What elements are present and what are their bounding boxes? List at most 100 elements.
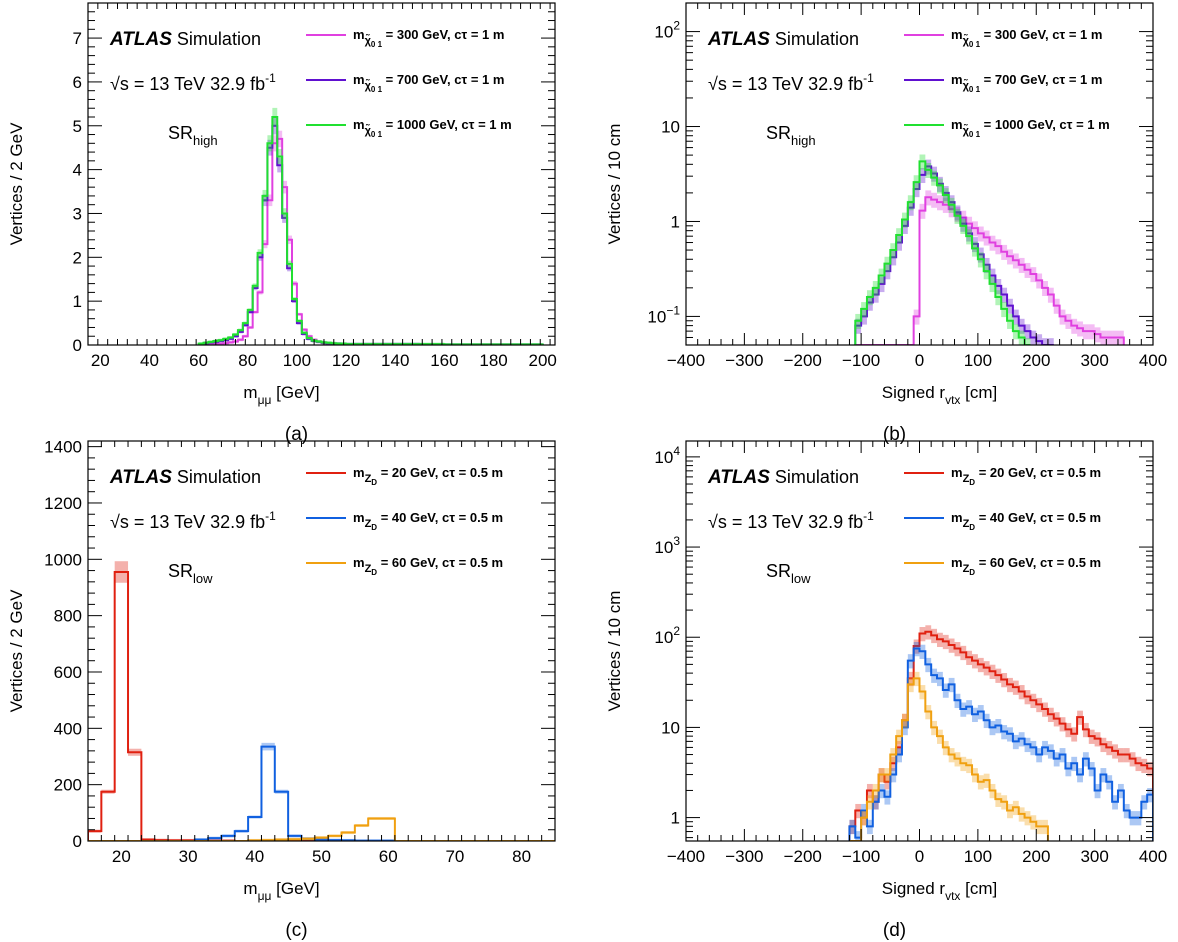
panel-d-legend-sub: Z	[963, 473, 970, 485]
panel-a-legend-subsub: 0 1	[371, 130, 383, 139]
panel-c-legend-sub: Z	[365, 518, 372, 530]
panel-a-legend-text: = 700 GeV, cτ = 1 m	[382, 72, 504, 87]
panel-d-series-1-band	[855, 831, 862, 841]
panel-c-x-tick-label: 50	[312, 847, 331, 866]
panel-a-series-2-line	[197, 116, 544, 345]
panel-d-y-tick-label: 103	[654, 534, 680, 557]
panel-d-x-tick-label: −400	[667, 847, 705, 866]
panel-d-y-tick-base: 1	[671, 809, 680, 828]
panel-b-series-2-line	[854, 160, 1031, 345]
panel-c-series-2-line	[88, 817, 555, 841]
panel-a-x-tick-label: 180	[479, 351, 507, 370]
panel-b-y-tick-base: 10	[654, 23, 673, 42]
panel-c-y-tick-label: 1200	[44, 494, 82, 513]
panel-b-legend-sub: χ̃	[963, 34, 970, 47]
panel-c-x-axis-label-unit: [GeV]	[271, 879, 319, 898]
panel-c-legend-subsub: D	[371, 523, 377, 532]
panel-d-y-tick-base: 10	[654, 538, 673, 557]
panel-c-energy-lumi: √s = 13 TeV 32.9 fb-1	[110, 509, 276, 532]
panel-a-x-tick-label: 80	[238, 351, 257, 370]
panel-c-y-axis-label: Vertices / 2 GeV	[7, 589, 26, 712]
panel-c-x-tick-label: 30	[179, 847, 198, 866]
panel-a-energy-text: √s = 13 TeV 32.9 fb	[110, 74, 265, 94]
panel-a-atlas-simulation: Simulation	[172, 29, 261, 49]
panel-b-y-axis-label: Vertices / 10 cm	[605, 124, 624, 245]
panel-b-energy-sup: -1	[863, 71, 874, 85]
panel-d-x-axis-label: Signed rvtx [cm]	[882, 879, 998, 903]
panel-a-legend-subsub: 0 1	[371, 40, 383, 49]
panel-d-x-tick-label: 0	[915, 847, 924, 866]
panel-d-x-tick-label: 300	[1080, 847, 1108, 866]
panel-a-x-tick-label: 100	[283, 351, 311, 370]
panel-b-x-tick-label: 300	[1080, 351, 1108, 370]
panel-b-atlas-simulation: Simulation	[770, 29, 859, 49]
panel-b-x-axis-label: Signed rvtx [cm]	[882, 383, 998, 407]
chart-panel-b: −400 −300 −200 −100 0 100 200 300 40010−1110102S…	[605, 2, 1167, 445]
panel-b-y-tick-base: 1	[671, 212, 680, 231]
panel-d-x-tick-label: 400	[1139, 847, 1167, 866]
panel-a-x-tick-label: 120	[332, 351, 360, 370]
panel-d-x-tick-label: −100	[842, 847, 880, 866]
panel-d-y-tick-label: 1	[671, 809, 680, 828]
panel-a-region-sub: high	[193, 133, 218, 148]
panel-b-x-tick-label: 400	[1139, 351, 1167, 370]
panel-c-y-tick-label: 1000	[44, 550, 82, 569]
panel-a-x-tick-label: 160	[430, 351, 458, 370]
panel-c-atlas-label: ATLAS Simulation	[109, 467, 261, 488]
panel-d-y-tick-label: 10	[661, 718, 680, 737]
panel-b-y-tick-label: 102	[654, 19, 680, 42]
panel-c-x-axis-label: mμμ [GeV]	[243, 879, 319, 903]
panel-a-legend-text: = 300 GeV, cτ = 1 m	[382, 27, 504, 42]
panel-b-atlas-label: ATLAS Simulation	[707, 29, 859, 50]
panel-a-atlas-label: ATLAS Simulation	[109, 29, 261, 50]
panel-d-y-tick-label: 102	[654, 624, 680, 647]
panel-b-legend-sub: χ̃	[963, 79, 970, 92]
panel-b-series-0-line	[855, 196, 1125, 345]
panel-b-y-tick-base: 10	[661, 118, 680, 137]
panel-b-series-1-band	[1042, 338, 1048, 345]
panel-c-y-tick-label: 400	[54, 719, 82, 738]
panel-b-x-axis-label-main: Signed r	[882, 383, 946, 402]
panel-b-legend-m: m	[951, 27, 963, 42]
panel-a-y-tick-label: 6	[73, 73, 82, 92]
panel-a-y-tick-label: 7	[73, 29, 82, 48]
panel-c-x-axis-label-main: m	[243, 879, 257, 898]
panel-c-legend-m: m	[353, 555, 365, 570]
panel-c-caption: (c)	[285, 920, 307, 941]
panel-d-legend-text: = 60 GeV, cτ = 0.5 m	[975, 555, 1101, 570]
panel-b-y-tick-base: 10	[647, 307, 666, 326]
panel-c-legend-text: = 40 GeV, cτ = 0.5 m	[377, 510, 503, 525]
panel-b-x-axis-label-unit: [cm]	[960, 383, 997, 402]
panel-b-legend-m: m	[951, 72, 963, 87]
panel-c-region-label: SRlow	[168, 561, 213, 586]
panel-d-energy-text: √s = 13 TeV 32.9 fb	[708, 512, 863, 532]
panel-d-legend-m: m	[951, 465, 963, 480]
panel-a-y-axis-label: Vertices / 2 GeV	[7, 122, 26, 245]
panel-a-series-0-line	[198, 137, 543, 345]
panel-a-x-tick-label: 20	[91, 351, 110, 370]
panel-c-legend-sub: Z	[365, 473, 372, 485]
panel-b-x-tick-label: −100	[842, 351, 880, 370]
panel-a-legend-subsub: 0 1	[371, 85, 383, 94]
panel-a-series-1-line	[197, 124, 544, 345]
panel-d-atlas-simulation: Simulation	[770, 467, 859, 487]
panel-a-legend-entry-2: mχ̃0 1 = 1000 GeV, cτ = 1 m	[353, 117, 512, 139]
panel-b-series-1-band	[1036, 334, 1043, 345]
panel-c-legend-text: = 20 GeV, cτ = 0.5 m	[377, 465, 503, 480]
panel-a-region-label: SRhigh	[168, 123, 218, 148]
panel-c-legend-subsub: D	[371, 568, 377, 577]
panel-c-region-sub: low	[193, 571, 213, 586]
panel-c-atlas-word: ATLAS	[109, 467, 172, 488]
panel-d-y-tick-label: 104	[654, 444, 680, 467]
panel-d-region-main: SR	[766, 561, 791, 581]
panel-a-legend-sub: χ̃	[365, 34, 372, 47]
panel-a-energy-lumi: √s = 13 TeV 32.9 fb-1	[110, 71, 276, 94]
panel-c-legend-text: = 60 GeV, cτ = 0.5 m	[377, 555, 503, 570]
panel-d-legend-entry-1: mZD = 40 GeV, cτ = 0.5 m	[951, 510, 1101, 532]
panel-c-x-axis-label-sub: μμ	[258, 889, 272, 903]
panel-d-y-tick-base: 10	[654, 448, 673, 467]
panel-b-series-layer	[854, 154, 1125, 345]
panel-b-region-sub: high	[791, 133, 816, 148]
panel-a-y-tick-label: 5	[73, 117, 82, 136]
